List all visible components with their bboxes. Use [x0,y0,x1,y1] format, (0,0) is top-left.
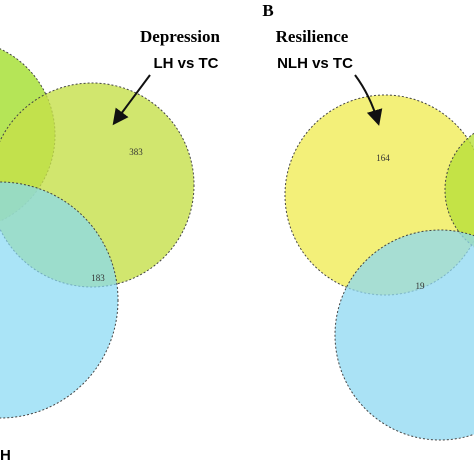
count: 183 [91,273,105,283]
right-venn [284,94,474,441]
circle-label: H [0,447,11,464]
circle [0,181,119,419]
left-venn [0,48,195,419]
left-subtitle: LH vs TC [153,55,218,72]
arrow [112,74,151,126]
left-title: Depression [140,27,221,46]
arrow [354,74,383,126]
count: 383 [129,147,143,157]
count: 19 [416,281,426,291]
circle [444,132,474,248]
count: 164 [376,153,390,163]
right-title: Resilience [276,27,349,46]
circle [334,229,474,441]
right-subtitle: NLH vs TC [277,55,353,72]
panel-label: B [262,1,273,20]
